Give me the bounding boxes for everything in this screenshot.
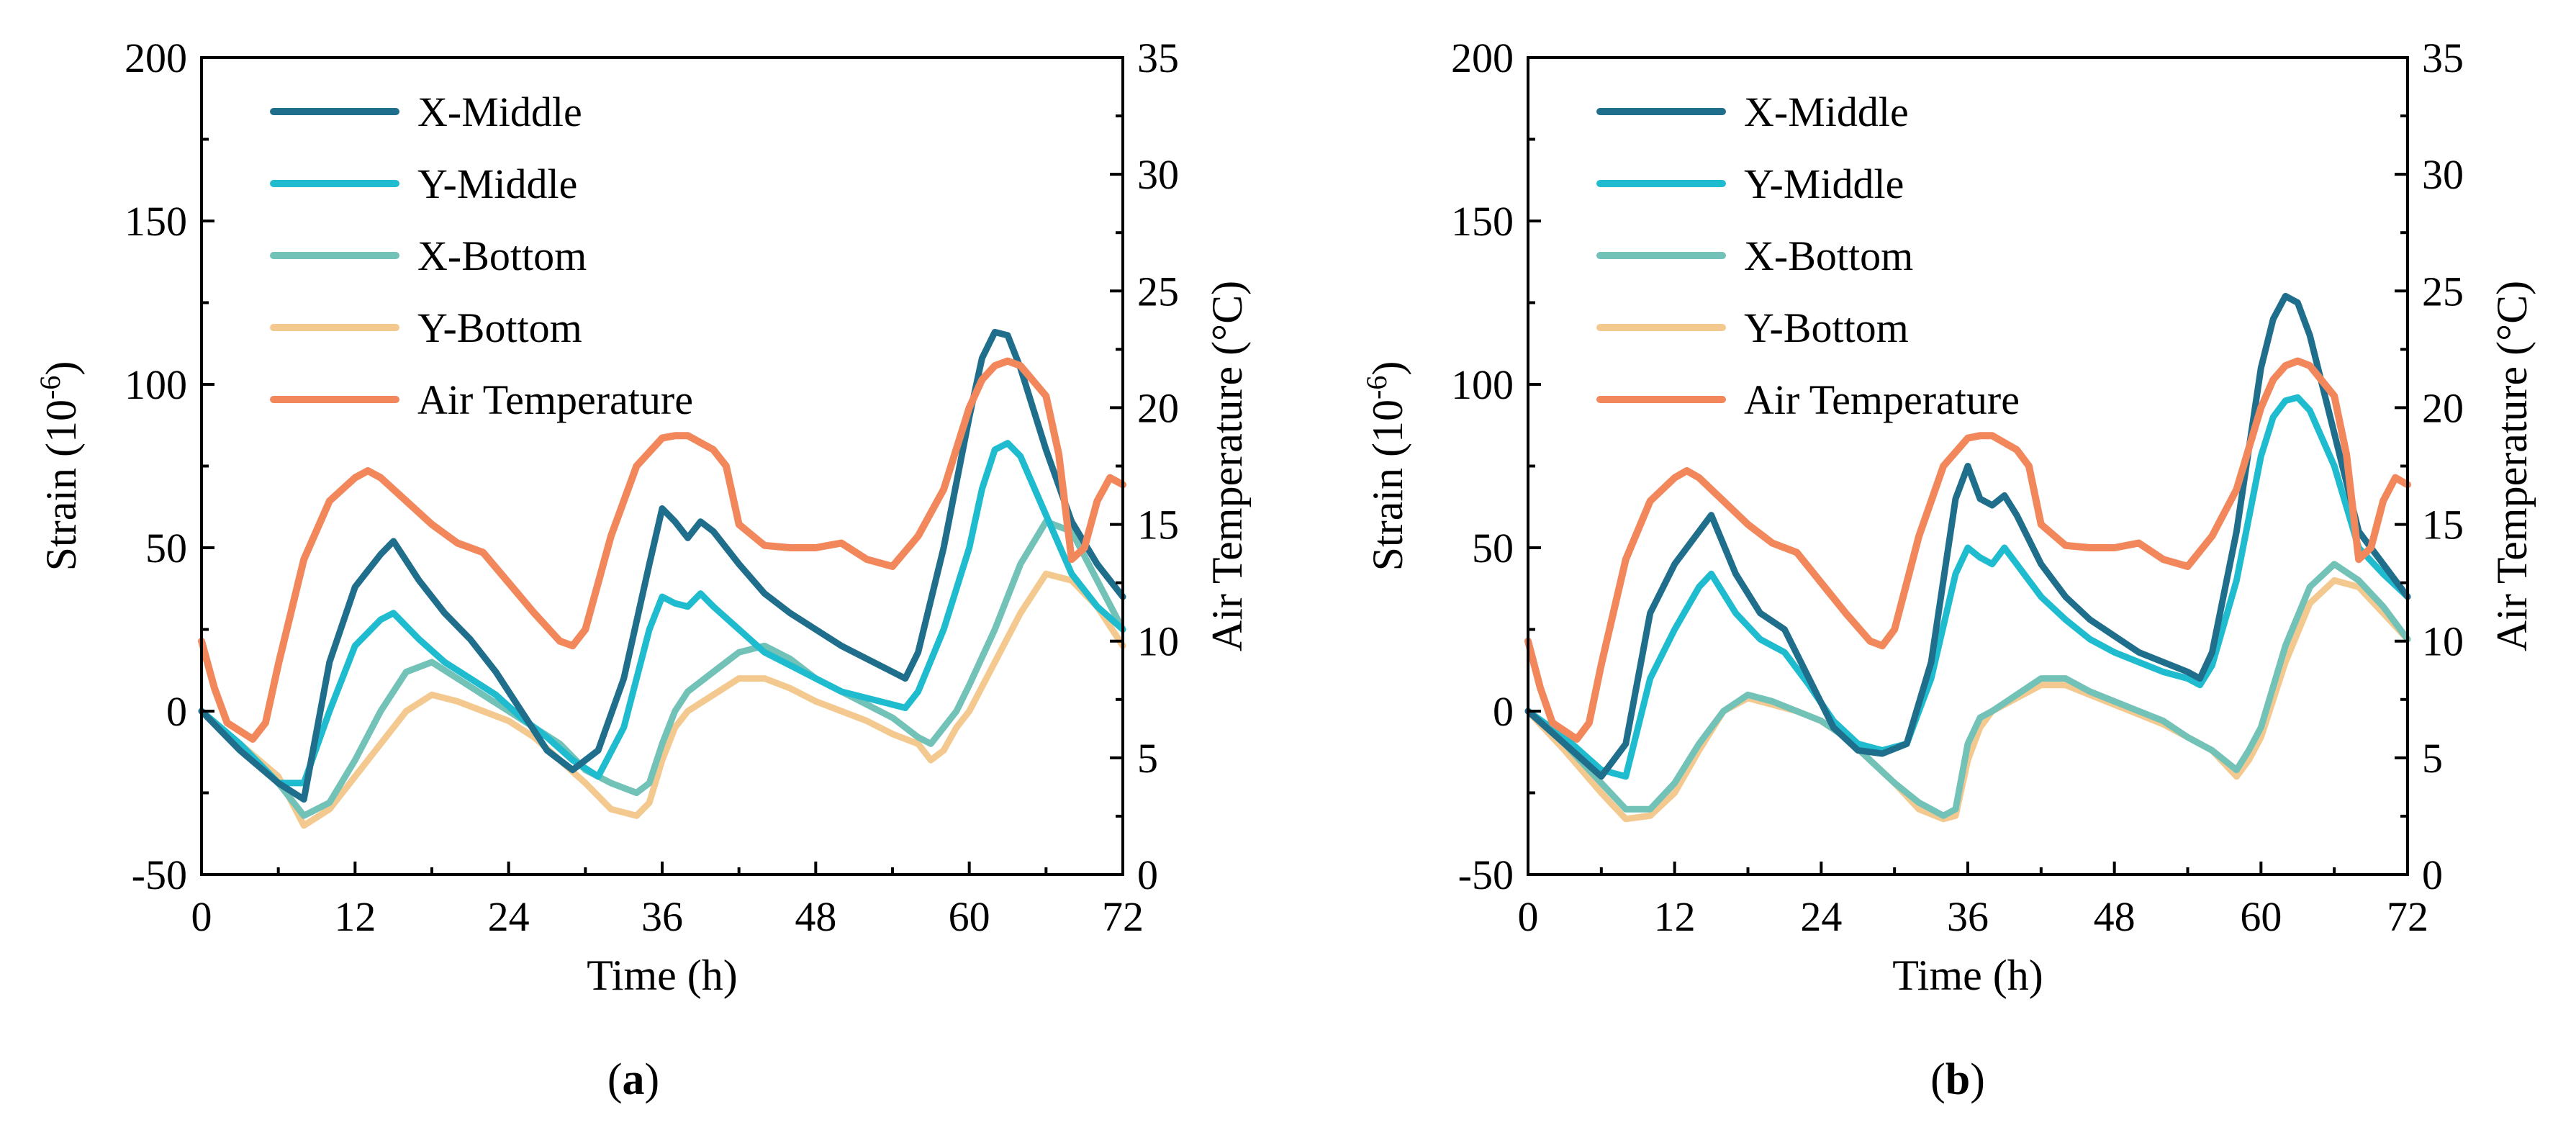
x-tick-label: 24: [488, 893, 530, 940]
series-line-x-bottom: [1524, 561, 2411, 819]
x-tick-label: 24: [1800, 893, 1842, 940]
y-right-tick-label: 35: [1137, 35, 1179, 81]
series-line-air-temperature: [1524, 357, 2411, 743]
y-left-tick-label: 0: [1493, 688, 1514, 735]
x-tick-label: 48: [795, 893, 836, 940]
series-line-x-bottom: [198, 518, 1126, 819]
x-tick-label: 60: [2240, 893, 2282, 940]
y-left-tick-label: 50: [1472, 525, 1514, 571]
y-left-axis-title-close: ): [37, 361, 85, 376]
x-axis-title: Time (h): [1892, 952, 2043, 999]
chart-panel-a: 0 12 24 36 48 60 72-50050100150200051015202530…: [34, 35, 1251, 1104]
y-right-tick-label: 10: [2422, 618, 2464, 665]
series-line-air-temperature: [198, 357, 1126, 743]
x-tick-label: 72: [2387, 893, 2428, 940]
y-right-tick-label: 30: [2422, 151, 2464, 198]
legend-label-y-bottom: Y-Bottom: [417, 304, 582, 351]
panel-caption-open: (: [1930, 1055, 1945, 1104]
y-right-tick-label: 25: [2422, 268, 2464, 315]
legend-label-y-middle: Y-Middle: [1744, 161, 1904, 207]
x-tick-label: 12: [1654, 893, 1696, 940]
panel-caption-open: (: [607, 1055, 623, 1104]
series-line-y-middle: [198, 440, 1126, 787]
y-left-tick-label: -50: [132, 851, 187, 898]
x-tick-label: 36: [1947, 893, 1989, 940]
y-right-tick-label: 5: [1137, 735, 1158, 782]
y-left-tick-label: 150: [125, 198, 187, 245]
x-tick-label: 36: [641, 893, 683, 940]
series-line-y-bottom: [1524, 577, 2411, 823]
y-left-axis-title-close: ): [1364, 361, 1411, 376]
x-tick-label: 0: [1518, 893, 1539, 940]
y-right-axis-title: Air Temperature (°C): [1203, 281, 1251, 651]
legend-label-air-temperature: Air Temperature: [417, 376, 693, 423]
y-right-tick-label: 20: [2422, 384, 2464, 431]
panel-caption-letter: b: [1945, 1055, 1970, 1104]
y-right-tick-label: 15: [2422, 502, 2464, 548]
y-left-tick-label: 200: [1451, 35, 1514, 81]
y-right-tick-label: 0: [2422, 851, 2443, 898]
series-line-x-middle: [198, 328, 1126, 803]
y-left-tick-label: 100: [1451, 361, 1514, 408]
y-right-tick-label: 0: [1137, 851, 1158, 898]
chart-panel-b: 0 12 24 36 48 60 72-50050100150200051015202530…: [1360, 35, 2536, 1104]
y-left-axis-title: Strain (10-6): [34, 361, 85, 571]
x-tick-label: 72: [1102, 893, 1144, 940]
legend-label-y-middle: Y-Middle: [417, 161, 577, 207]
y-left-axis-title-sup: -6: [1360, 376, 1393, 399]
legend-label-x-bottom: X-Bottom: [417, 232, 587, 279]
y-right-tick-label: 25: [1137, 268, 1179, 315]
y-left-axis-title-main: Strain (10: [1364, 399, 1411, 571]
y-left-tick-label: -50: [1458, 851, 1514, 898]
panel-caption-letter: a: [623, 1055, 645, 1104]
panel-caption-a: (a): [607, 1055, 659, 1104]
y-right-tick-label: 35: [2422, 35, 2464, 81]
legend-label-air-temperature: Air Temperature: [1744, 376, 2020, 423]
series-line-y-bottom: [198, 570, 1126, 829]
y-left-axis-title: Strain (10-6): [1360, 361, 1411, 571]
y-right-tick-label: 15: [1137, 502, 1179, 548]
y-left-tick-label: 150: [1451, 198, 1514, 245]
y-right-tick-label: 30: [1137, 151, 1179, 198]
y-right-tick-label: 5: [2422, 735, 2443, 782]
y-left-axis-title-sup: -6: [34, 376, 66, 399]
x-axis-title: Time (h): [587, 952, 737, 999]
x-tick-label: 48: [2094, 893, 2136, 940]
y-left-tick-label: 100: [125, 361, 187, 408]
x-tick-label: 60: [949, 893, 990, 940]
y-left-tick-label: 0: [166, 688, 187, 735]
legend-label-x-bottom: X-Bottom: [1744, 232, 1913, 279]
panel-caption-close: ): [1970, 1055, 1985, 1104]
x-tick-label: 0: [191, 893, 212, 940]
legend-label-y-bottom: Y-Bottom: [1744, 304, 1909, 351]
y-left-tick-label: 200: [125, 35, 187, 81]
legend-label-x-middle: X-Middle: [1744, 89, 1909, 135]
series-line-x-middle: [1524, 292, 2411, 780]
y-right-axis-title: Air Temperature (°C): [2488, 281, 2536, 651]
x-tick-label: 12: [334, 893, 376, 940]
y-right-tick-label: 10: [1137, 618, 1179, 665]
y-left-tick-label: 50: [145, 525, 187, 571]
series-line-y-middle: [1524, 394, 2411, 780]
panel-caption-close: ): [645, 1055, 660, 1104]
panel-caption-b: (b): [1930, 1055, 1985, 1104]
y-left-axis-title-main: Strain (10: [37, 399, 85, 571]
y-right-tick-label: 20: [1137, 384, 1179, 431]
legend-label-x-middle: X-Middle: [417, 89, 582, 135]
